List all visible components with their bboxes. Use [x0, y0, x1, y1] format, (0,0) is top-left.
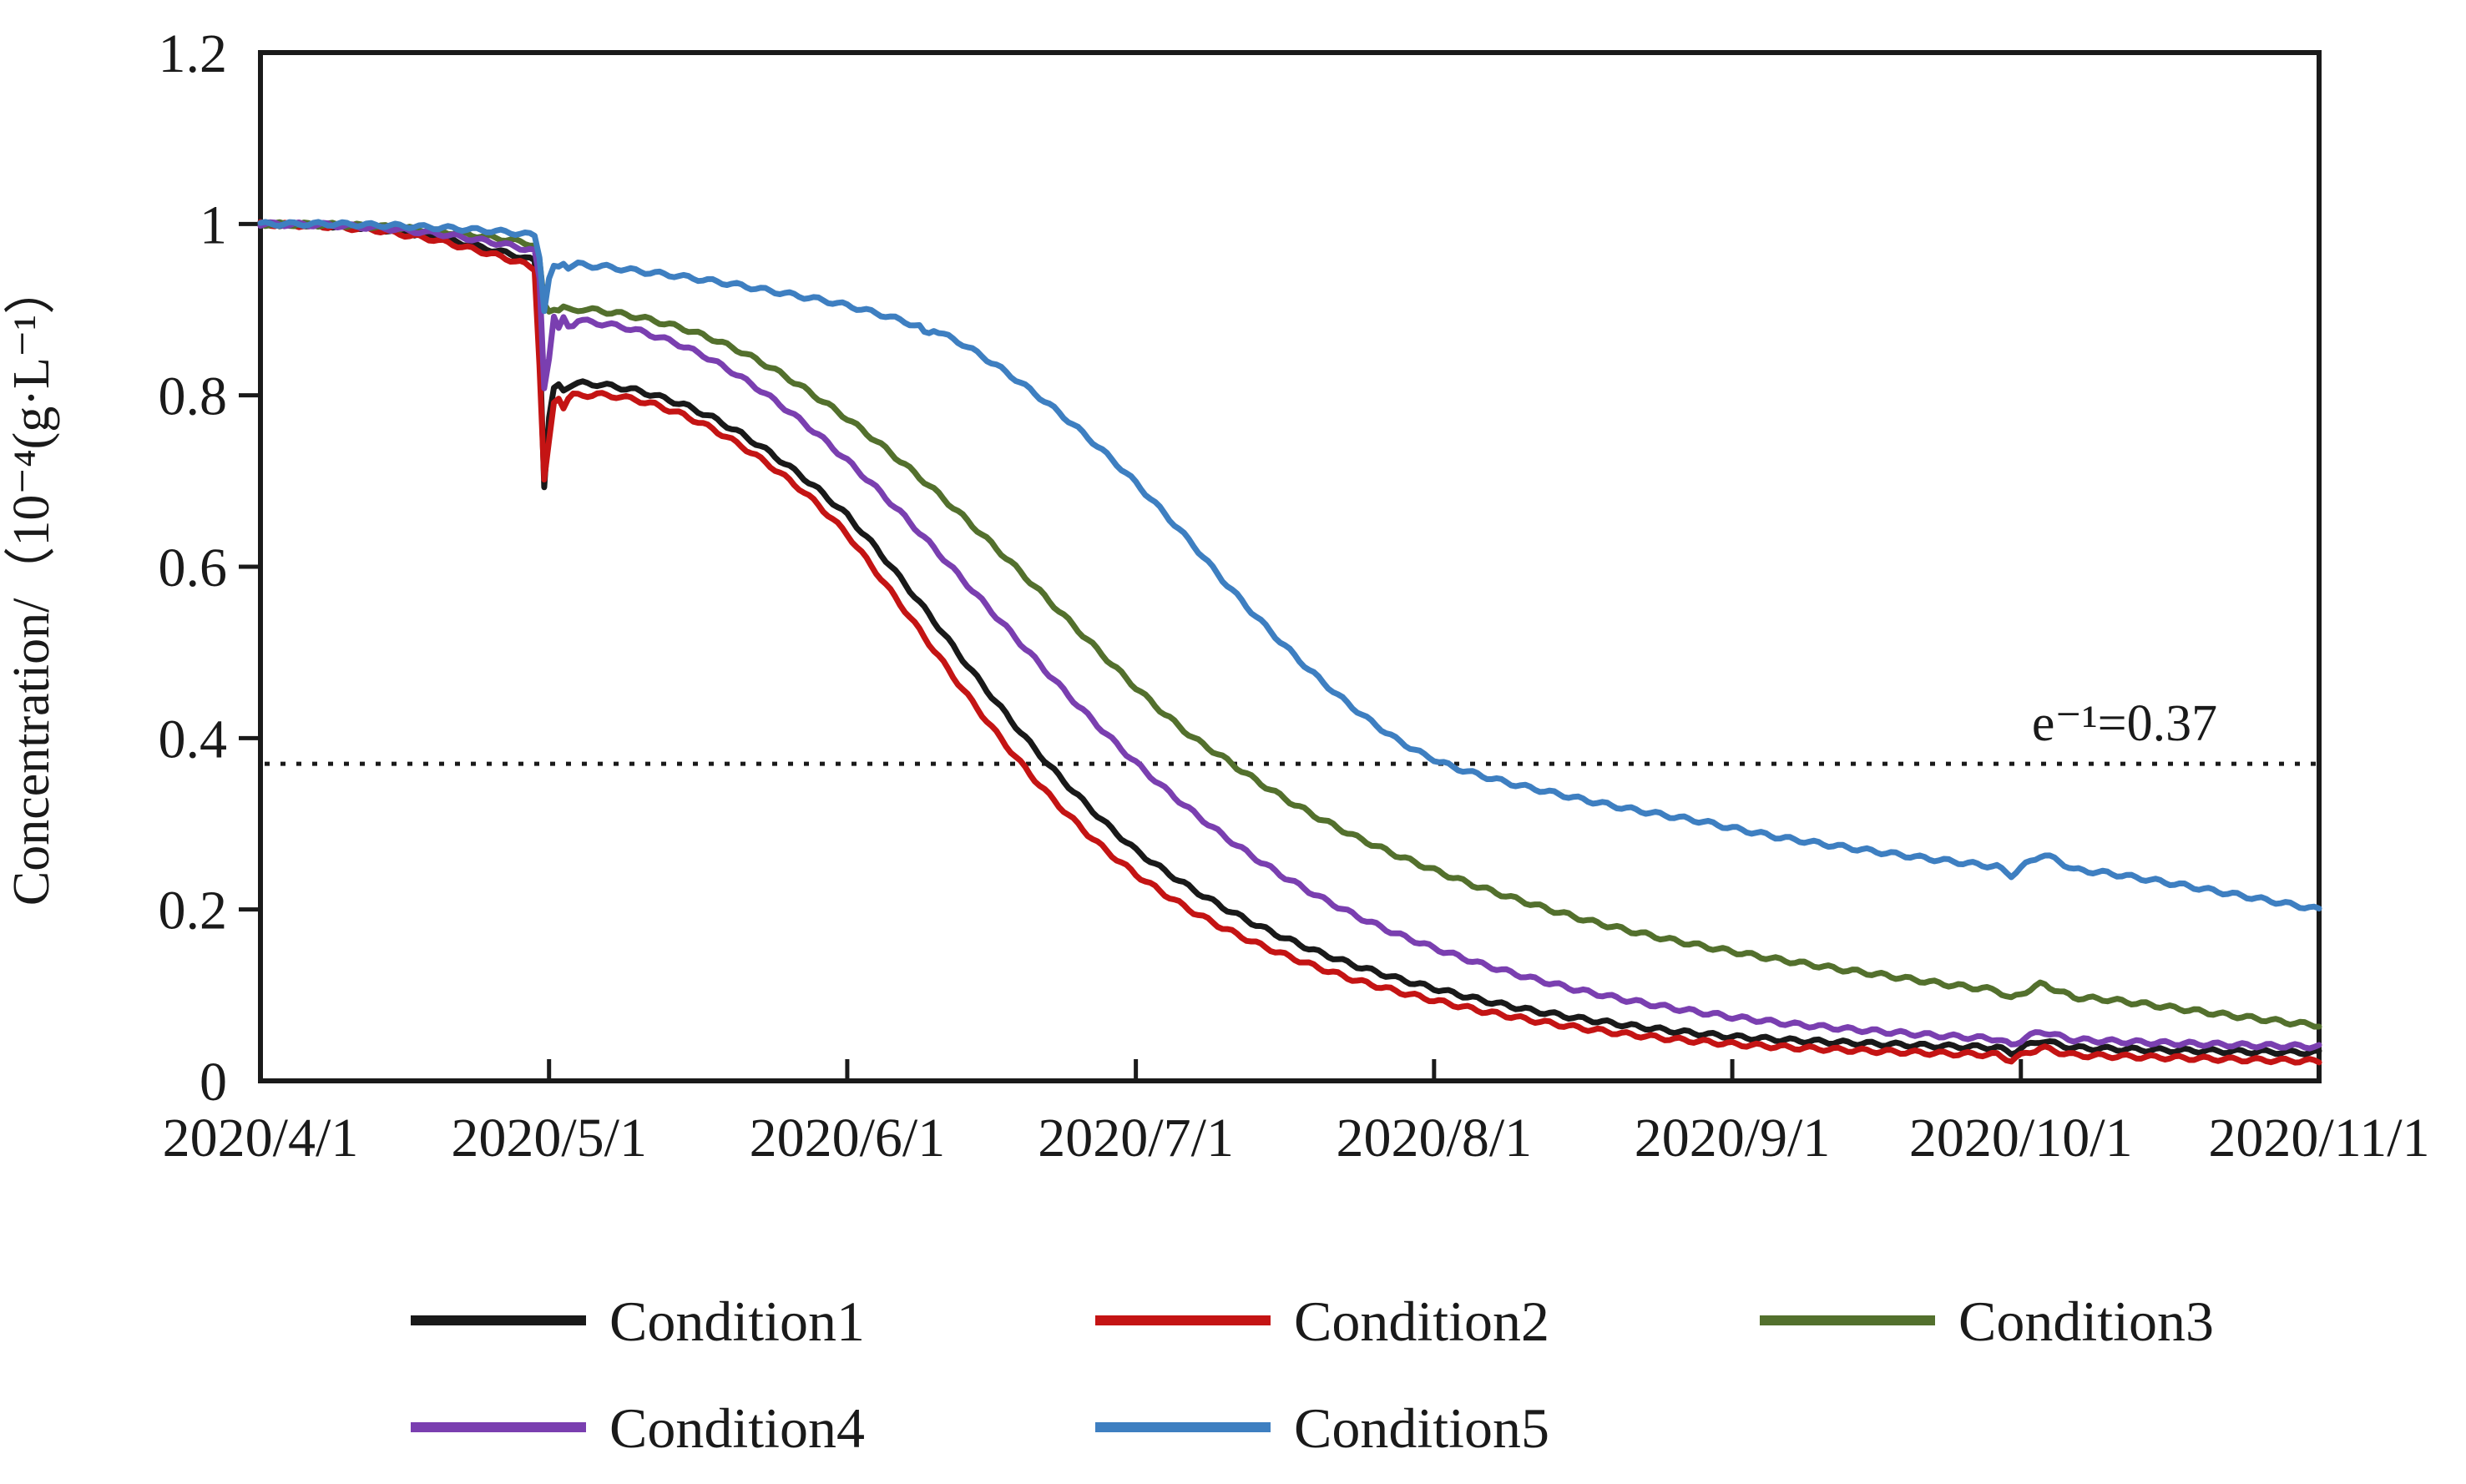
series-line-condition2 [257, 219, 2322, 1066]
x-tick-label: 2020/9/1 [1635, 1108, 1831, 1169]
legend-label: Condition4 [609, 1396, 865, 1460]
legend: Condition1 Condition2 Condition3 Condition4… [411, 1290, 2214, 1460]
legend-label: Condition1 [609, 1290, 865, 1353]
legend-item-condition1: Condition1 [411, 1290, 865, 1353]
series-line-condition5 [257, 219, 2322, 911]
legend-label: Condition3 [1958, 1290, 2214, 1353]
y-tick-label: 0.6 [159, 538, 228, 598]
reference-line-label: e⁻¹=0.37 [2032, 695, 2217, 752]
series-line-condition3 [257, 219, 2322, 1030]
legend-item-condition4: Condition4 [411, 1396, 865, 1460]
x-tick-label: 2020/6/1 [750, 1108, 946, 1169]
legend-item-condition5: Condition5 [1095, 1396, 1549, 1460]
legend-label: Condition5 [1294, 1396, 1549, 1460]
y-tick-label: 0.8 [159, 366, 228, 427]
x-tick-label: 2020/7/1 [1038, 1108, 1234, 1169]
legend-item-condition3: Condition3 [1760, 1290, 2214, 1353]
y-axis: 0 0.2 0.4 0.6 0.8 1 1.2 [159, 23, 260, 1113]
legend-item-condition2: Condition2 [1095, 1290, 1549, 1353]
x-tick-label: 2020/10/1 [1909, 1108, 2133, 1169]
y-tick-label: 0.4 [159, 709, 228, 770]
y-tick-label: 0 [200, 1052, 227, 1113]
plot-border [258, 50, 2322, 1083]
series-line-condition1 [257, 219, 2322, 1057]
y-axis-title: Concentration/（10⁻⁴(g·L⁻¹） [3, 263, 60, 906]
x-tick-label: 2020/8/1 [1337, 1108, 1533, 1169]
x-axis: 2020/4/1 2020/5/1 2020/6/1 2020/7/1 2020/8/1… [163, 1059, 2430, 1169]
plot-area [258, 50, 2322, 1083]
x-tick-label: 2020/5/1 [451, 1108, 647, 1169]
x-tick-label: 2020/4/1 [163, 1108, 359, 1169]
series-line-condition4 [257, 219, 2322, 1052]
y-tick-label: 1 [200, 194, 227, 255]
y-tick-label: 0.2 [159, 881, 228, 941]
data-series [257, 219, 2322, 1066]
x-tick-label: 2020/11/1 [2208, 1108, 2429, 1169]
legend-label: Condition2 [1294, 1290, 1549, 1353]
y-tick-label: 1.2 [159, 23, 228, 84]
